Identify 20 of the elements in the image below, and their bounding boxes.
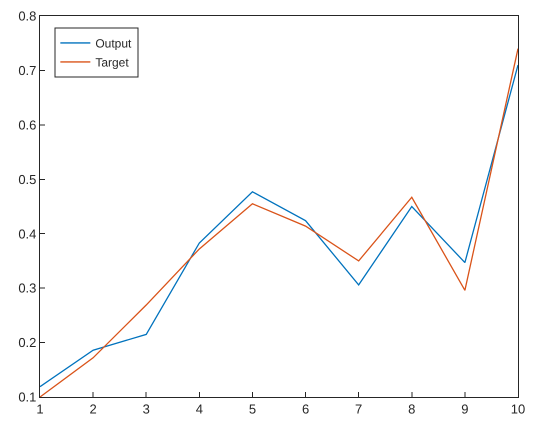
x-tick-label: 9: [461, 402, 469, 417]
y-tick-label: 0.2: [18, 335, 36, 350]
legend-label: Target: [95, 56, 130, 70]
x-tick-label: 5: [248, 402, 256, 417]
y-tick-label: 0.5: [18, 172, 36, 187]
y-tick-label: 0.8: [18, 8, 36, 24]
x-tick-label: 10: [510, 402, 526, 417]
y-tick-label: 0.6: [18, 117, 36, 132]
x-tick-label: 1: [36, 402, 44, 417]
x-tick-label: 2: [89, 402, 97, 417]
y-tick-label: 0.7: [18, 62, 36, 78]
x-tick-label: 3: [142, 402, 150, 417]
legend-label: Output: [95, 36, 132, 51]
x-tick-label: 7: [355, 402, 362, 417]
y-tick-label: 0.3: [18, 280, 36, 296]
y-tick-label: 0.4: [18, 226, 36, 242]
x-tick-label: 4: [196, 402, 203, 417]
y-tick-label: 0.1: [18, 390, 36, 405]
x-tick-label: 6: [302, 402, 310, 417]
x-tick-label: 8: [408, 402, 416, 417]
